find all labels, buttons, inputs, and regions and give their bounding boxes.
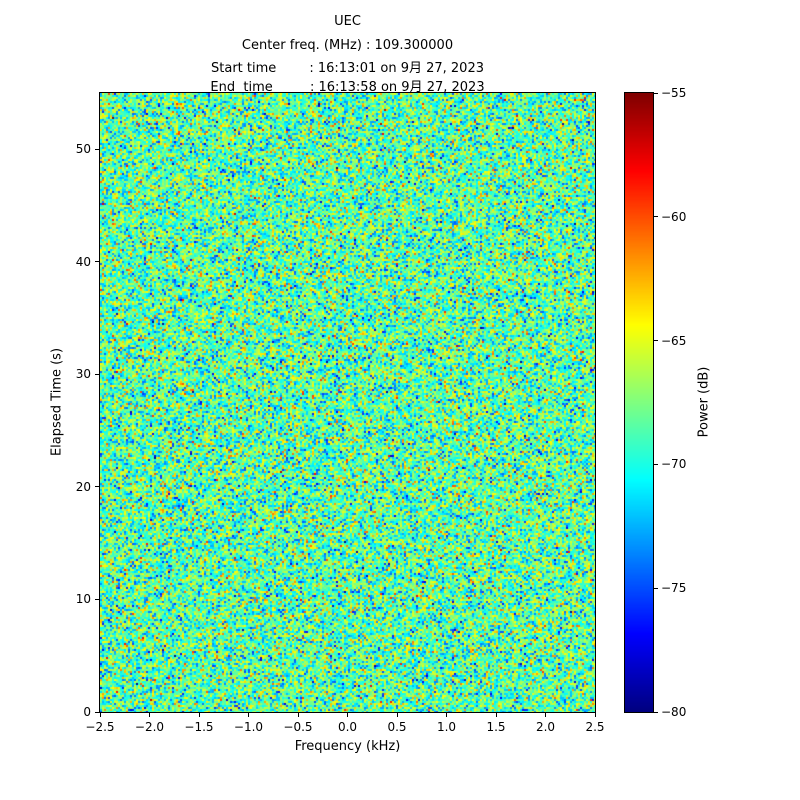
y-tick-label: 0: [83, 705, 91, 719]
x-tick-label: −0.5: [283, 720, 313, 734]
start-time-line: Start time : 16:13:01 on 9月 27, 2023: [211, 61, 484, 76]
x-tick-label: 0.0: [337, 720, 358, 734]
x-tick-mark: [446, 713, 447, 717]
y-tick-label: 50: [75, 142, 91, 157]
colorbar-tick-mark: [654, 340, 658, 342]
colorbar-tick-label: −80: [661, 705, 687, 719]
chart-title: UEC: [334, 14, 361, 29]
y-tick-label: 20: [75, 479, 91, 494]
colorbar-tick-label: −70: [661, 457, 687, 472]
x-tick-mark: [545, 713, 546, 717]
colorbar-label: Power (dB): [696, 366, 712, 438]
x-tick-mark: [297, 713, 299, 717]
colorbar-tick-mark: [654, 463, 658, 465]
y-tick-label: 10: [75, 592, 91, 607]
x-tick-mark: [149, 713, 150, 717]
x-tick-mark: [347, 713, 348, 717]
colorbar-tick-label: −60: [661, 209, 687, 224]
x-tick-mark: [594, 713, 596, 717]
y-tick-mark: [95, 373, 99, 375]
end-time-line: End time : 16:13:58 on 9月 27, 2023: [210, 80, 485, 95]
x-tick-label: 0.5: [387, 720, 407, 734]
colorbar-tick-label: −75: [661, 581, 687, 596]
y-tick-mark: [95, 261, 99, 263]
y-tick-mark: [95, 711, 99, 713]
x-axis-label: Frequency (kHz): [294, 739, 401, 754]
colorbar-frame: [624, 92, 654, 713]
colorbar-tick-mark: [654, 711, 658, 713]
x-tick-label: 1.5: [486, 720, 506, 734]
spectrogram-heatmap: [100, 93, 595, 712]
x-tick-label: −1.0: [233, 720, 264, 734]
x-tick-mark: [495, 713, 497, 717]
colorbar-gradient: [625, 93, 653, 712]
y-tick-label: 40: [75, 254, 91, 269]
x-tick-mark: [248, 713, 249, 717]
x-tick-label: −1.5: [184, 720, 214, 734]
x-tick-label: 1.0: [436, 720, 457, 734]
y-axis-label: Elapsed Time (s): [49, 347, 65, 457]
colorbar-tick-mark: [654, 216, 658, 218]
colorbar-tick-mark: [654, 92, 658, 94]
x-tick-label: 2.5: [585, 720, 605, 734]
y-tick-mark: [95, 148, 99, 150]
colorbar-tick-mark: [654, 587, 658, 589]
colorbar-tick-label: −55: [661, 86, 687, 100]
x-tick-mark: [198, 713, 200, 717]
colorbar-tick-label: −65: [661, 333, 687, 348]
y-tick-mark: [95, 598, 99, 600]
center-freq-line: Center freq. (MHz) : 109.300000: [241, 38, 454, 53]
x-tick-label: 2.0: [535, 720, 556, 734]
plot-frame: [99, 92, 596, 713]
y-tick-mark: [95, 486, 99, 488]
x-tick-label: −2.0: [134, 720, 165, 734]
x-tick-mark: [99, 713, 101, 717]
x-tick-mark: [396, 713, 398, 717]
x-tick-label: −2.5: [85, 720, 115, 734]
y-tick-label: 30: [75, 367, 91, 382]
